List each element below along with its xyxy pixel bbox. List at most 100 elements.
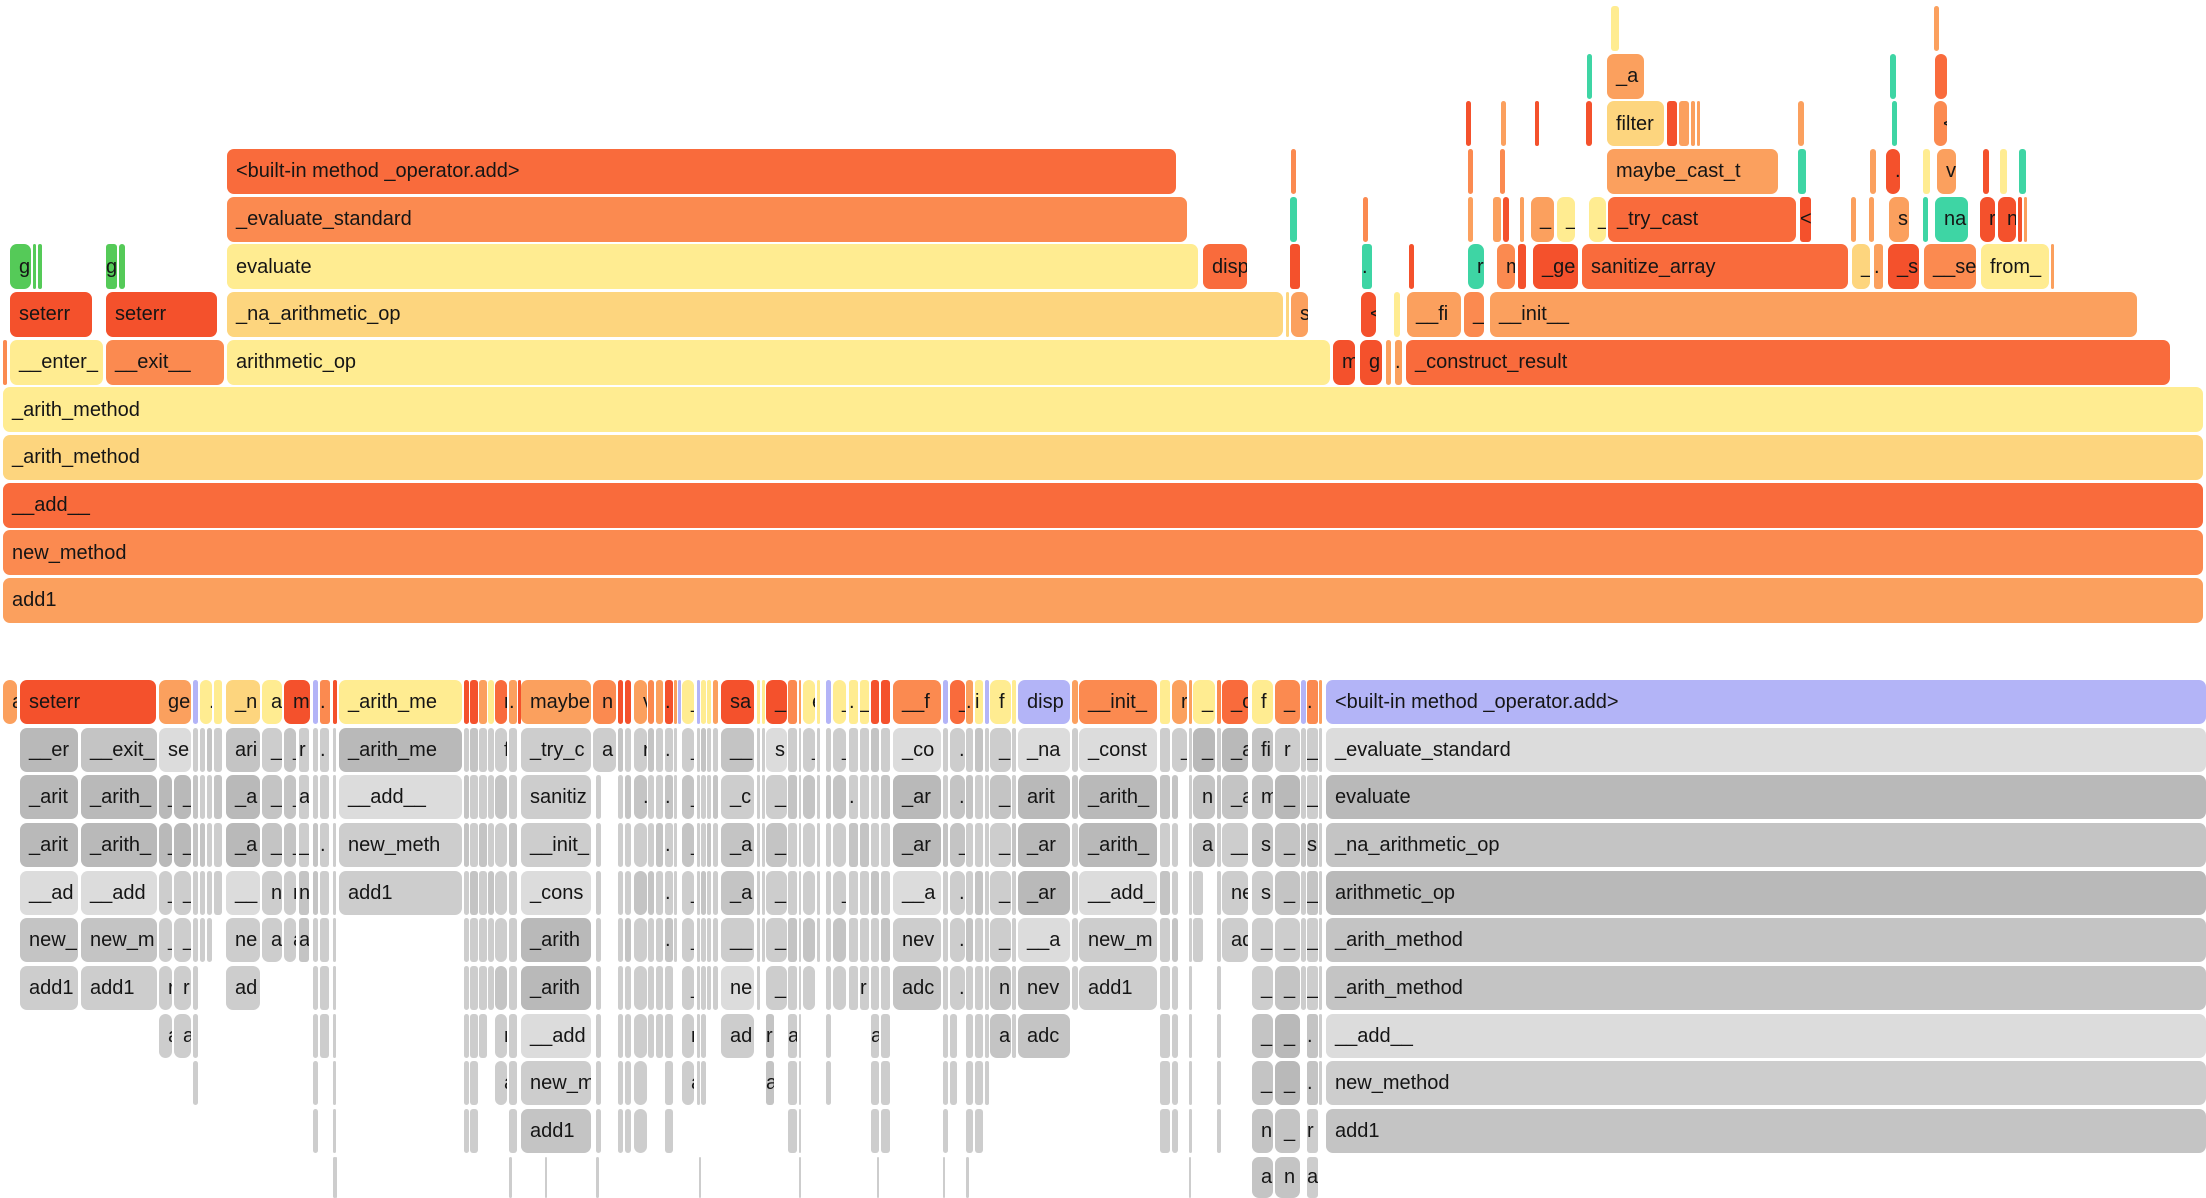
flame-frame[interactable]: _	[1275, 823, 1300, 867]
flame-frame[interactable]	[545, 1156, 547, 1198]
flame-frame[interactable]	[799, 870, 801, 915]
flame-frame[interactable]	[313, 1013, 318, 1058]
flame-frame[interactable]	[1934, 6, 1939, 51]
flame-frame[interactable]: _	[950, 823, 965, 867]
flame-frame[interactable]	[1193, 870, 1203, 915]
flame-frame[interactable]	[1691, 101, 1695, 147]
flame-frame[interactable]: .	[1395, 339, 1402, 385]
flame-frame[interactable]	[757, 918, 760, 963]
flame-frame[interactable]	[470, 918, 478, 963]
flame-frame[interactable]: _	[803, 727, 815, 772]
flame-frame[interactable]	[488, 965, 494, 1010]
flame-frame[interactable]	[985, 680, 989, 724]
flame-frame[interactable]	[495, 775, 507, 820]
flame-frame[interactable]	[333, 1013, 336, 1058]
flame-frame[interactable]	[625, 1013, 631, 1058]
flame-frame[interactable]	[625, 823, 631, 867]
flame-frame[interactable]	[634, 823, 647, 867]
flame-frame[interactable]: a	[299, 775, 309, 820]
flame-frame[interactable]: __er	[20, 727, 78, 772]
flame-frame[interactable]	[1319, 870, 1322, 915]
flame-frame[interactable]	[596, 1108, 601, 1153]
flame-frame[interactable]: r	[1275, 727, 1300, 772]
flame-frame[interactable]	[849, 965, 858, 1010]
flame-frame[interactable]: a	[682, 1061, 694, 1106]
flame-frame[interactable]: __add__	[3, 482, 2203, 528]
flame-frame[interactable]	[799, 1156, 801, 1198]
flame-frame[interactable]	[2019, 148, 2026, 194]
flame-frame[interactable]	[1535, 101, 1539, 147]
flame-frame[interactable]	[464, 918, 469, 963]
flame-frame[interactable]	[1172, 1061, 1178, 1106]
flame-frame[interactable]: v	[634, 680, 647, 724]
flame-frame[interactable]: maybe	[521, 680, 591, 724]
flame-frame[interactable]: r	[682, 1013, 694, 1058]
flame-frame[interactable]: _	[262, 823, 282, 867]
flame-frame[interactable]	[881, 727, 890, 772]
flame-frame[interactable]	[488, 727, 494, 772]
flame-frame[interactable]: a	[1252, 1156, 1273, 1198]
flame-frame[interactable]: nev	[1018, 965, 1070, 1010]
flame-frame[interactable]	[193, 775, 198, 820]
flame-frame[interactable]	[207, 823, 212, 867]
flame-frame[interactable]	[656, 918, 663, 963]
flame-frame[interactable]: <	[1800, 196, 1811, 242]
flame-frame[interactable]: .	[950, 870, 965, 915]
flame-frame[interactable]	[648, 870, 654, 915]
flame-frame[interactable]: a	[871, 1013, 879, 1058]
flame-frame[interactable]: add1	[81, 965, 157, 1010]
flame-frame[interactable]: .	[1307, 1013, 1318, 1058]
flame-frame[interactable]: __add_	[1079, 870, 1157, 915]
flame-frame[interactable]	[788, 870, 797, 915]
flame-frame[interactable]: __	[721, 918, 754, 963]
flame-frame[interactable]: _	[174, 870, 191, 915]
flame-frame[interactable]: __f	[893, 680, 941, 724]
flame-frame[interactable]	[333, 727, 336, 772]
flame-frame[interactable]: ge	[159, 680, 191, 724]
flame-frame[interactable]	[966, 823, 973, 867]
flame-frame[interactable]	[313, 870, 318, 915]
flame-frame[interactable]	[1012, 823, 1016, 867]
flame-frame[interactable]: a	[262, 680, 282, 724]
flame-frame[interactable]: .	[665, 823, 673, 867]
flame-frame[interactable]: add1	[339, 870, 462, 915]
flame-frame[interactable]	[200, 918, 205, 963]
flame-frame[interactable]	[1518, 244, 1526, 290]
flame-frame[interactable]: add1	[521, 1108, 591, 1153]
flame-frame[interactable]: _	[1307, 918, 1318, 963]
flame-frame[interactable]	[464, 870, 469, 915]
flame-frame[interactable]	[966, 1108, 973, 1153]
flame-frame[interactable]: _	[159, 775, 172, 820]
flame-frame[interactable]	[826, 727, 831, 772]
flame-frame[interactable]	[333, 1156, 336, 1198]
flame-frame[interactable]: new_method	[3, 530, 2203, 576]
flame-frame[interactable]	[470, 1013, 478, 1058]
flame-frame[interactable]: .	[200, 680, 212, 724]
flame-frame[interactable]	[470, 775, 478, 820]
flame-frame[interactable]	[1189, 965, 1192, 1010]
flame-frame[interactable]	[713, 727, 718, 772]
flame-frame[interactable]: __add__	[339, 775, 462, 820]
flame-frame[interactable]	[881, 870, 890, 915]
flame-frame[interactable]	[943, 775, 948, 820]
flame-frame[interactable]	[479, 870, 487, 915]
flame-frame[interactable]	[464, 1108, 469, 1153]
flame-frame[interactable]	[1301, 680, 1306, 724]
flame-frame[interactable]	[200, 775, 205, 820]
flame-frame[interactable]: .	[665, 870, 673, 915]
flame-frame[interactable]	[707, 680, 711, 724]
flame-frame[interactable]	[881, 918, 890, 963]
flame-frame[interactable]	[833, 775, 846, 820]
flame-frame[interactable]: from_	[1981, 244, 2049, 290]
flame-frame[interactable]	[826, 1061, 831, 1106]
flame-frame[interactable]: __	[721, 727, 754, 772]
flame-frame[interactable]	[1172, 870, 1178, 915]
flame-frame[interactable]	[1520, 196, 1524, 242]
flame-frame[interactable]	[803, 775, 815, 820]
flame-frame[interactable]	[966, 1061, 973, 1106]
flame-frame[interactable]: se	[159, 727, 191, 772]
flame-frame[interactable]: _a	[226, 823, 260, 867]
flame-frame[interactable]	[674, 680, 677, 724]
flame-frame[interactable]: sa	[721, 680, 754, 724]
flame-frame[interactable]	[975, 1108, 983, 1153]
